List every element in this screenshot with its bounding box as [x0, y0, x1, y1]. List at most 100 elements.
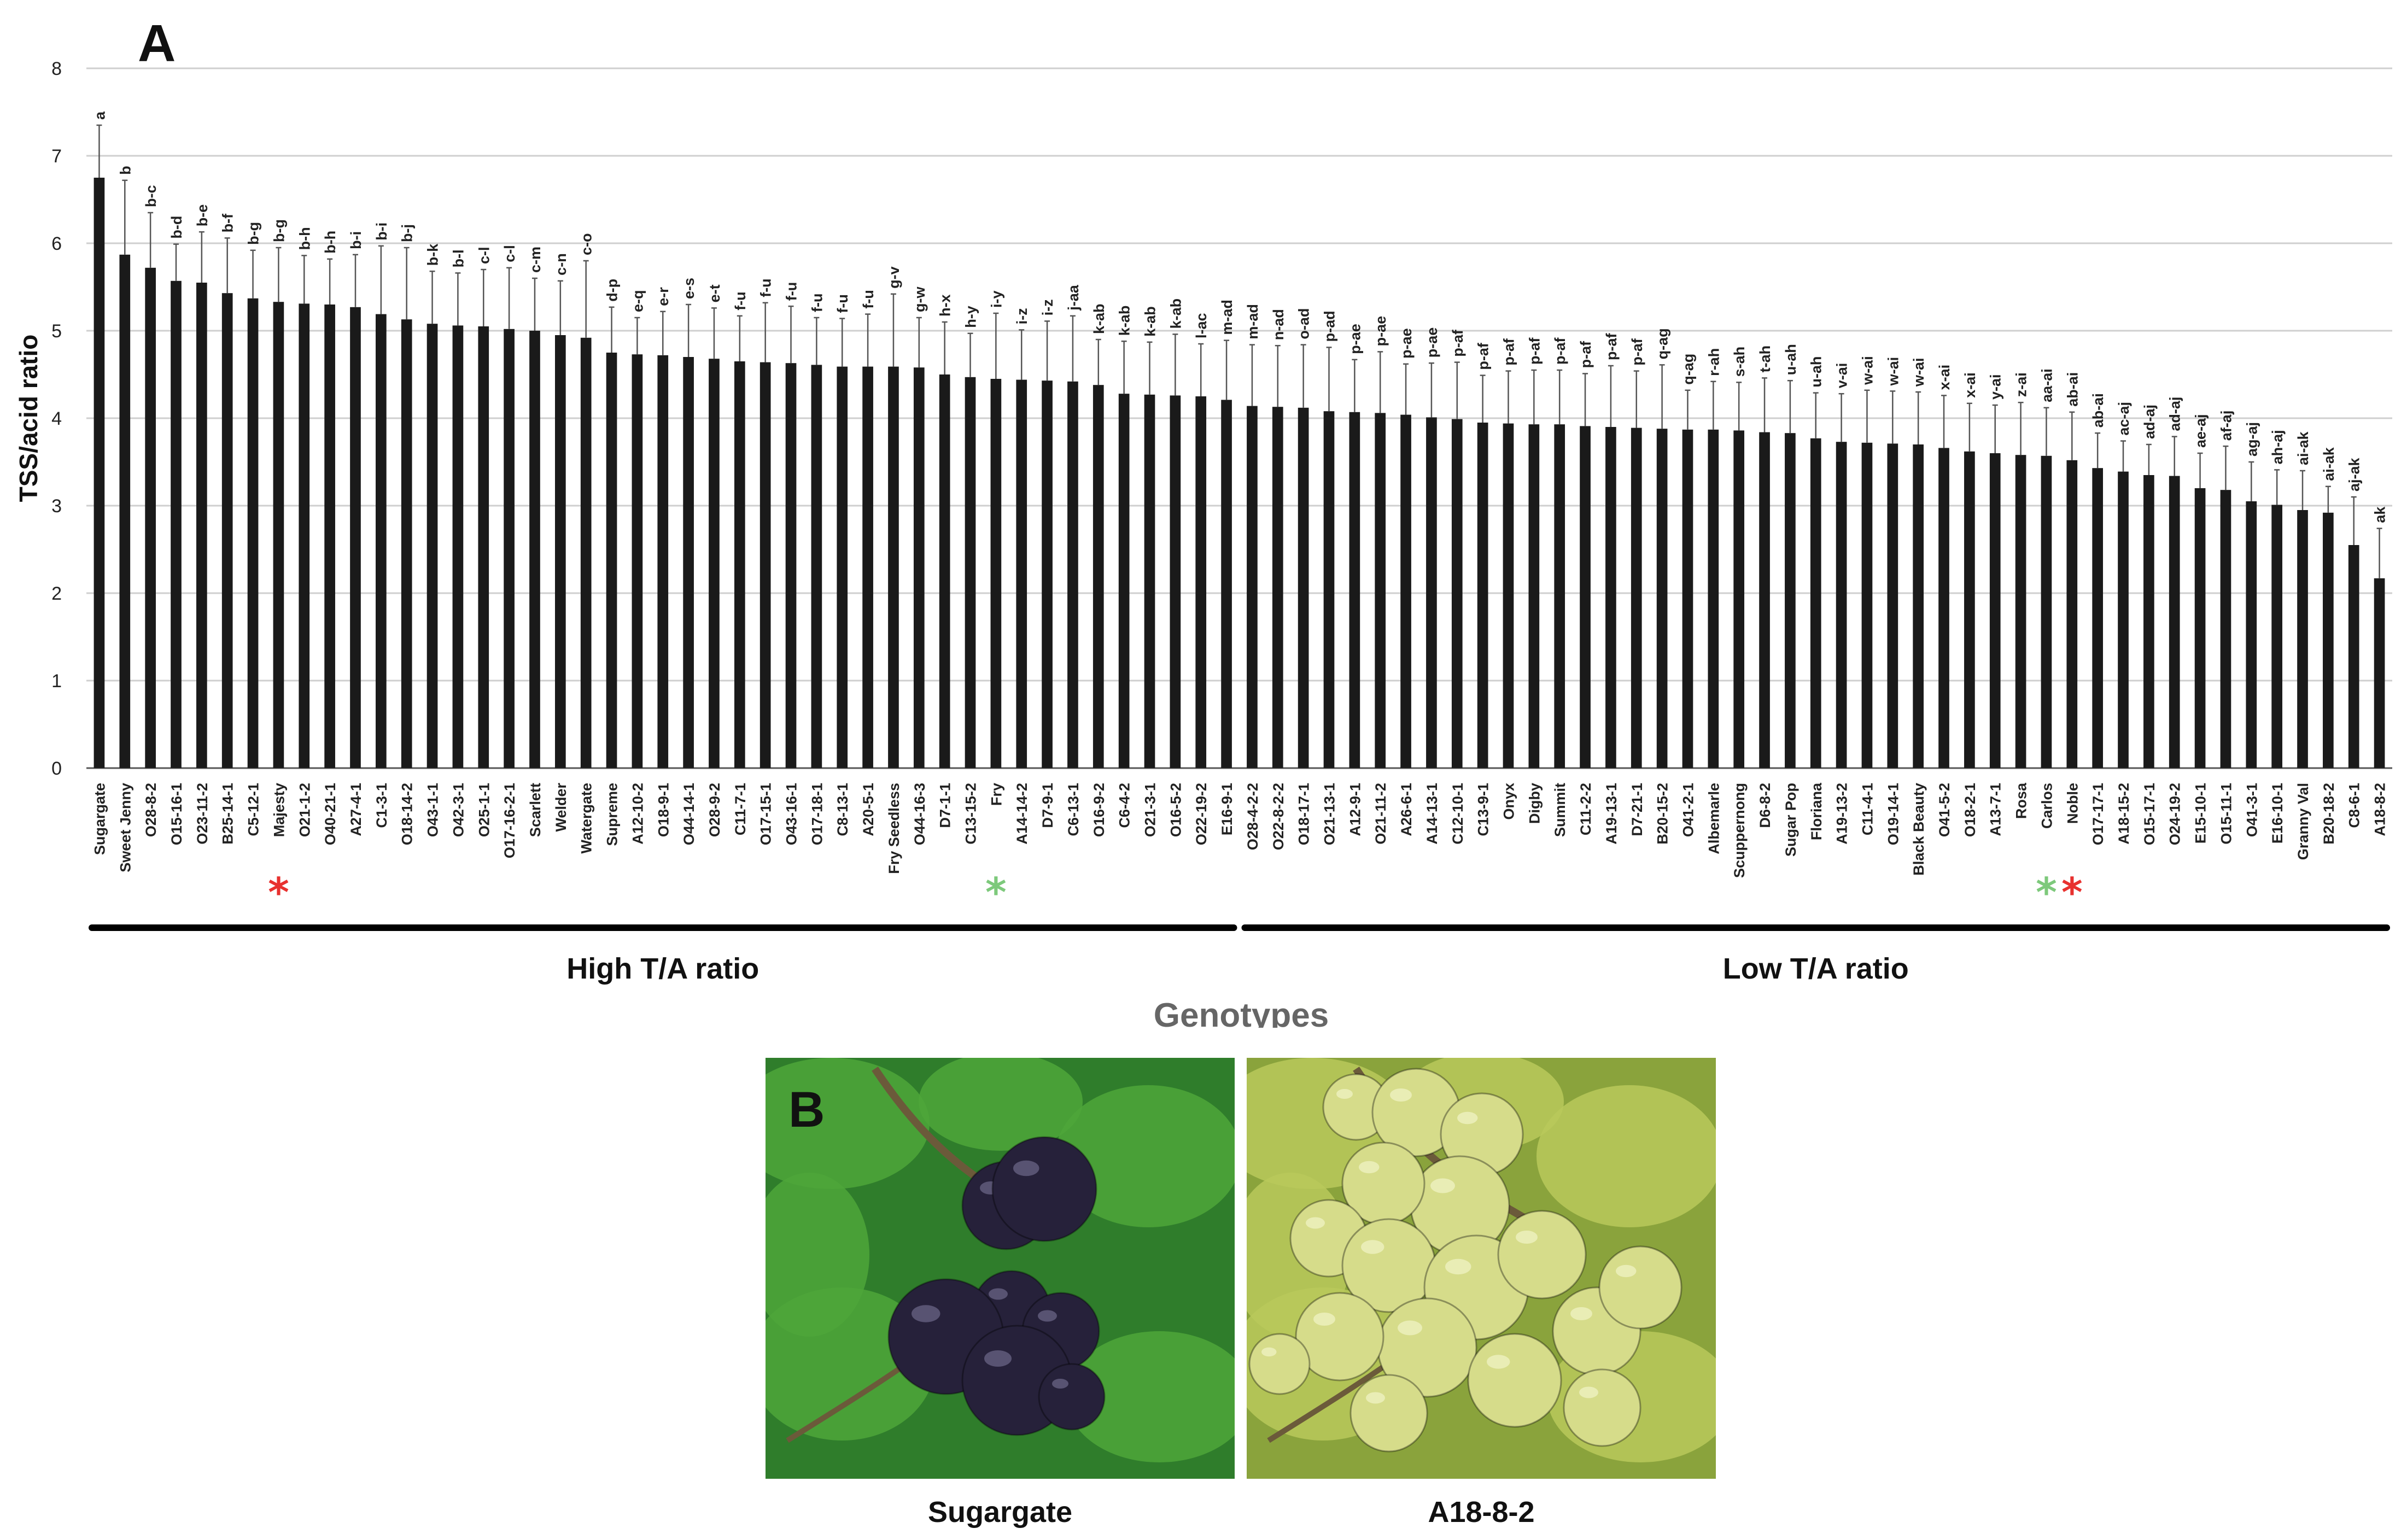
- significance-letter: f-u: [784, 282, 800, 301]
- bar: [913, 367, 925, 768]
- grape-berry: [1497, 1210, 1587, 1299]
- significance-letter: l-ac: [1193, 313, 1210, 338]
- significance-letter: p-ae: [1398, 328, 1415, 359]
- bar: [2066, 460, 2078, 768]
- x-tick-label: O15-17-1: [2141, 783, 2158, 845]
- berry-highlight: [1457, 1111, 1478, 1125]
- berry-highlight: [1313, 1313, 1335, 1326]
- x-tick-label: Sweet Jenny: [117, 783, 133, 873]
- bar: [2220, 490, 2231, 768]
- y-tick-label: 3: [51, 496, 62, 517]
- asterisk-marker: *: [985, 869, 1007, 916]
- significance-letter: ac-aj: [2116, 402, 2132, 436]
- bar: [196, 283, 207, 768]
- leaf-shape: [919, 1058, 1083, 1151]
- x-tick-label: Watergate: [579, 783, 595, 854]
- y-tick-label: 6: [51, 233, 62, 254]
- x-tick-label: Fry Seedless: [886, 783, 902, 874]
- bar: [1042, 380, 1053, 768]
- bar: [452, 325, 464, 768]
- significance-letter: p-af: [1629, 338, 1645, 366]
- x-tick-label: C8-6-1: [2346, 783, 2363, 828]
- x-tick-label: O16-9-2: [1091, 783, 1107, 837]
- x-tick-label: B20-15-2: [1655, 783, 1671, 845]
- significance-letter: ai-ak: [2295, 431, 2311, 465]
- sugargate-illustration: [766, 1058, 1235, 1479]
- bar: [1016, 379, 1027, 768]
- x-tick-label: D7-1-1: [937, 783, 954, 828]
- bar: [1605, 427, 1616, 768]
- x-tick-label: C8-13-1: [834, 783, 851, 836]
- significance-letter: p-af: [1500, 338, 1517, 366]
- significance-letter: c-l: [501, 245, 518, 262]
- bar: [1580, 426, 1591, 768]
- berry-highlight: [1038, 1310, 1057, 1322]
- berry-highlight: [1366, 1392, 1385, 1404]
- x-tick-label: O23-11-2: [194, 783, 211, 845]
- significance-letter: p-af: [1552, 337, 1568, 365]
- bar: [862, 366, 873, 768]
- y-tick-label: 4: [51, 408, 62, 429]
- significance-letter: q-ag: [1680, 354, 1696, 385]
- x-tick-label: O18-9-1: [655, 783, 671, 837]
- significance-letter: b-e: [194, 204, 211, 227]
- x-tick-label: C11-7-1: [732, 783, 749, 835]
- grape-berry: [1467, 1333, 1562, 1428]
- significance-letter: ai-ak: [2321, 447, 2337, 481]
- grape-berry: [991, 1136, 1097, 1242]
- panel-a-label: A: [138, 14, 176, 73]
- significance-letter: c-o: [579, 233, 595, 256]
- bar: [478, 326, 489, 768]
- berry-highlight: [1390, 1088, 1412, 1102]
- leaf-shape: [1066, 1331, 1235, 1462]
- significance-letter: h-y: [963, 306, 979, 328]
- x-tick-label: A12-10-2: [629, 783, 646, 845]
- berry-highlight: [984, 1350, 1012, 1367]
- bar: [760, 362, 771, 768]
- significance-letter: b-f: [220, 213, 236, 232]
- x-tick-label: C12-10-1: [1450, 783, 1466, 845]
- significance-letter: h-x: [937, 295, 954, 317]
- bar: [1989, 453, 2001, 768]
- significance-letter: b-g: [271, 219, 287, 242]
- x-tick-label: O17-18-1: [809, 783, 825, 845]
- x-tick-label: E15-10-1: [2193, 783, 2209, 844]
- significance-letter: n-ad: [1270, 309, 1287, 340]
- x-tick-label: Scuppernong: [1731, 783, 1748, 878]
- significance-letter: b-k: [425, 243, 441, 266]
- y-tick-label: 1: [51, 671, 62, 692]
- x-tick-label: O28-4-2-2: [1245, 783, 1261, 850]
- x-axis-title: Genotypes: [1154, 997, 1329, 1028]
- significance-letter: w-ai: [1911, 358, 1927, 387]
- x-tick-label: Albemarle: [1705, 783, 1722, 854]
- sugargate-grape-photo: [766, 1058, 1235, 1479]
- bar: [1195, 396, 1207, 768]
- significance-letter: b-j: [399, 224, 416, 242]
- significance-letter: e-s: [681, 278, 697, 299]
- significance-letter: u-ah: [1783, 344, 1799, 375]
- x-tick-label: A14-13-1: [1424, 783, 1440, 845]
- bar: [580, 337, 592, 768]
- x-tick-label: A27-4-1: [348, 783, 364, 836]
- significance-letter: c-l: [476, 247, 492, 264]
- grape-berry: [1038, 1363, 1106, 1431]
- significance-letter: c-m: [527, 247, 544, 273]
- x-tick-label: A14-14-2: [1014, 783, 1030, 845]
- x-tick-label: O18-14-2: [399, 783, 416, 845]
- x-tick-label: O17-17-1: [2090, 783, 2106, 845]
- bar: [299, 303, 310, 768]
- bar: [1118, 394, 1130, 768]
- significance-letter: k-ab: [1117, 306, 1133, 336]
- x-tick-label: O25-1-1: [476, 783, 492, 837]
- bar: [1682, 429, 1693, 768]
- bar: [2092, 468, 2104, 768]
- bar: [401, 319, 412, 768]
- bar: [734, 361, 745, 768]
- significance-letter: j-aa: [1065, 284, 1082, 311]
- significance-letter: b-c: [143, 185, 159, 208]
- significance-letter: p-af: [1475, 342, 1492, 370]
- bar: [1451, 419, 1463, 768]
- x-tick-label: E16-9-1: [1219, 783, 1235, 835]
- bar: [1887, 443, 1898, 768]
- berry-highlight: [1516, 1231, 1538, 1244]
